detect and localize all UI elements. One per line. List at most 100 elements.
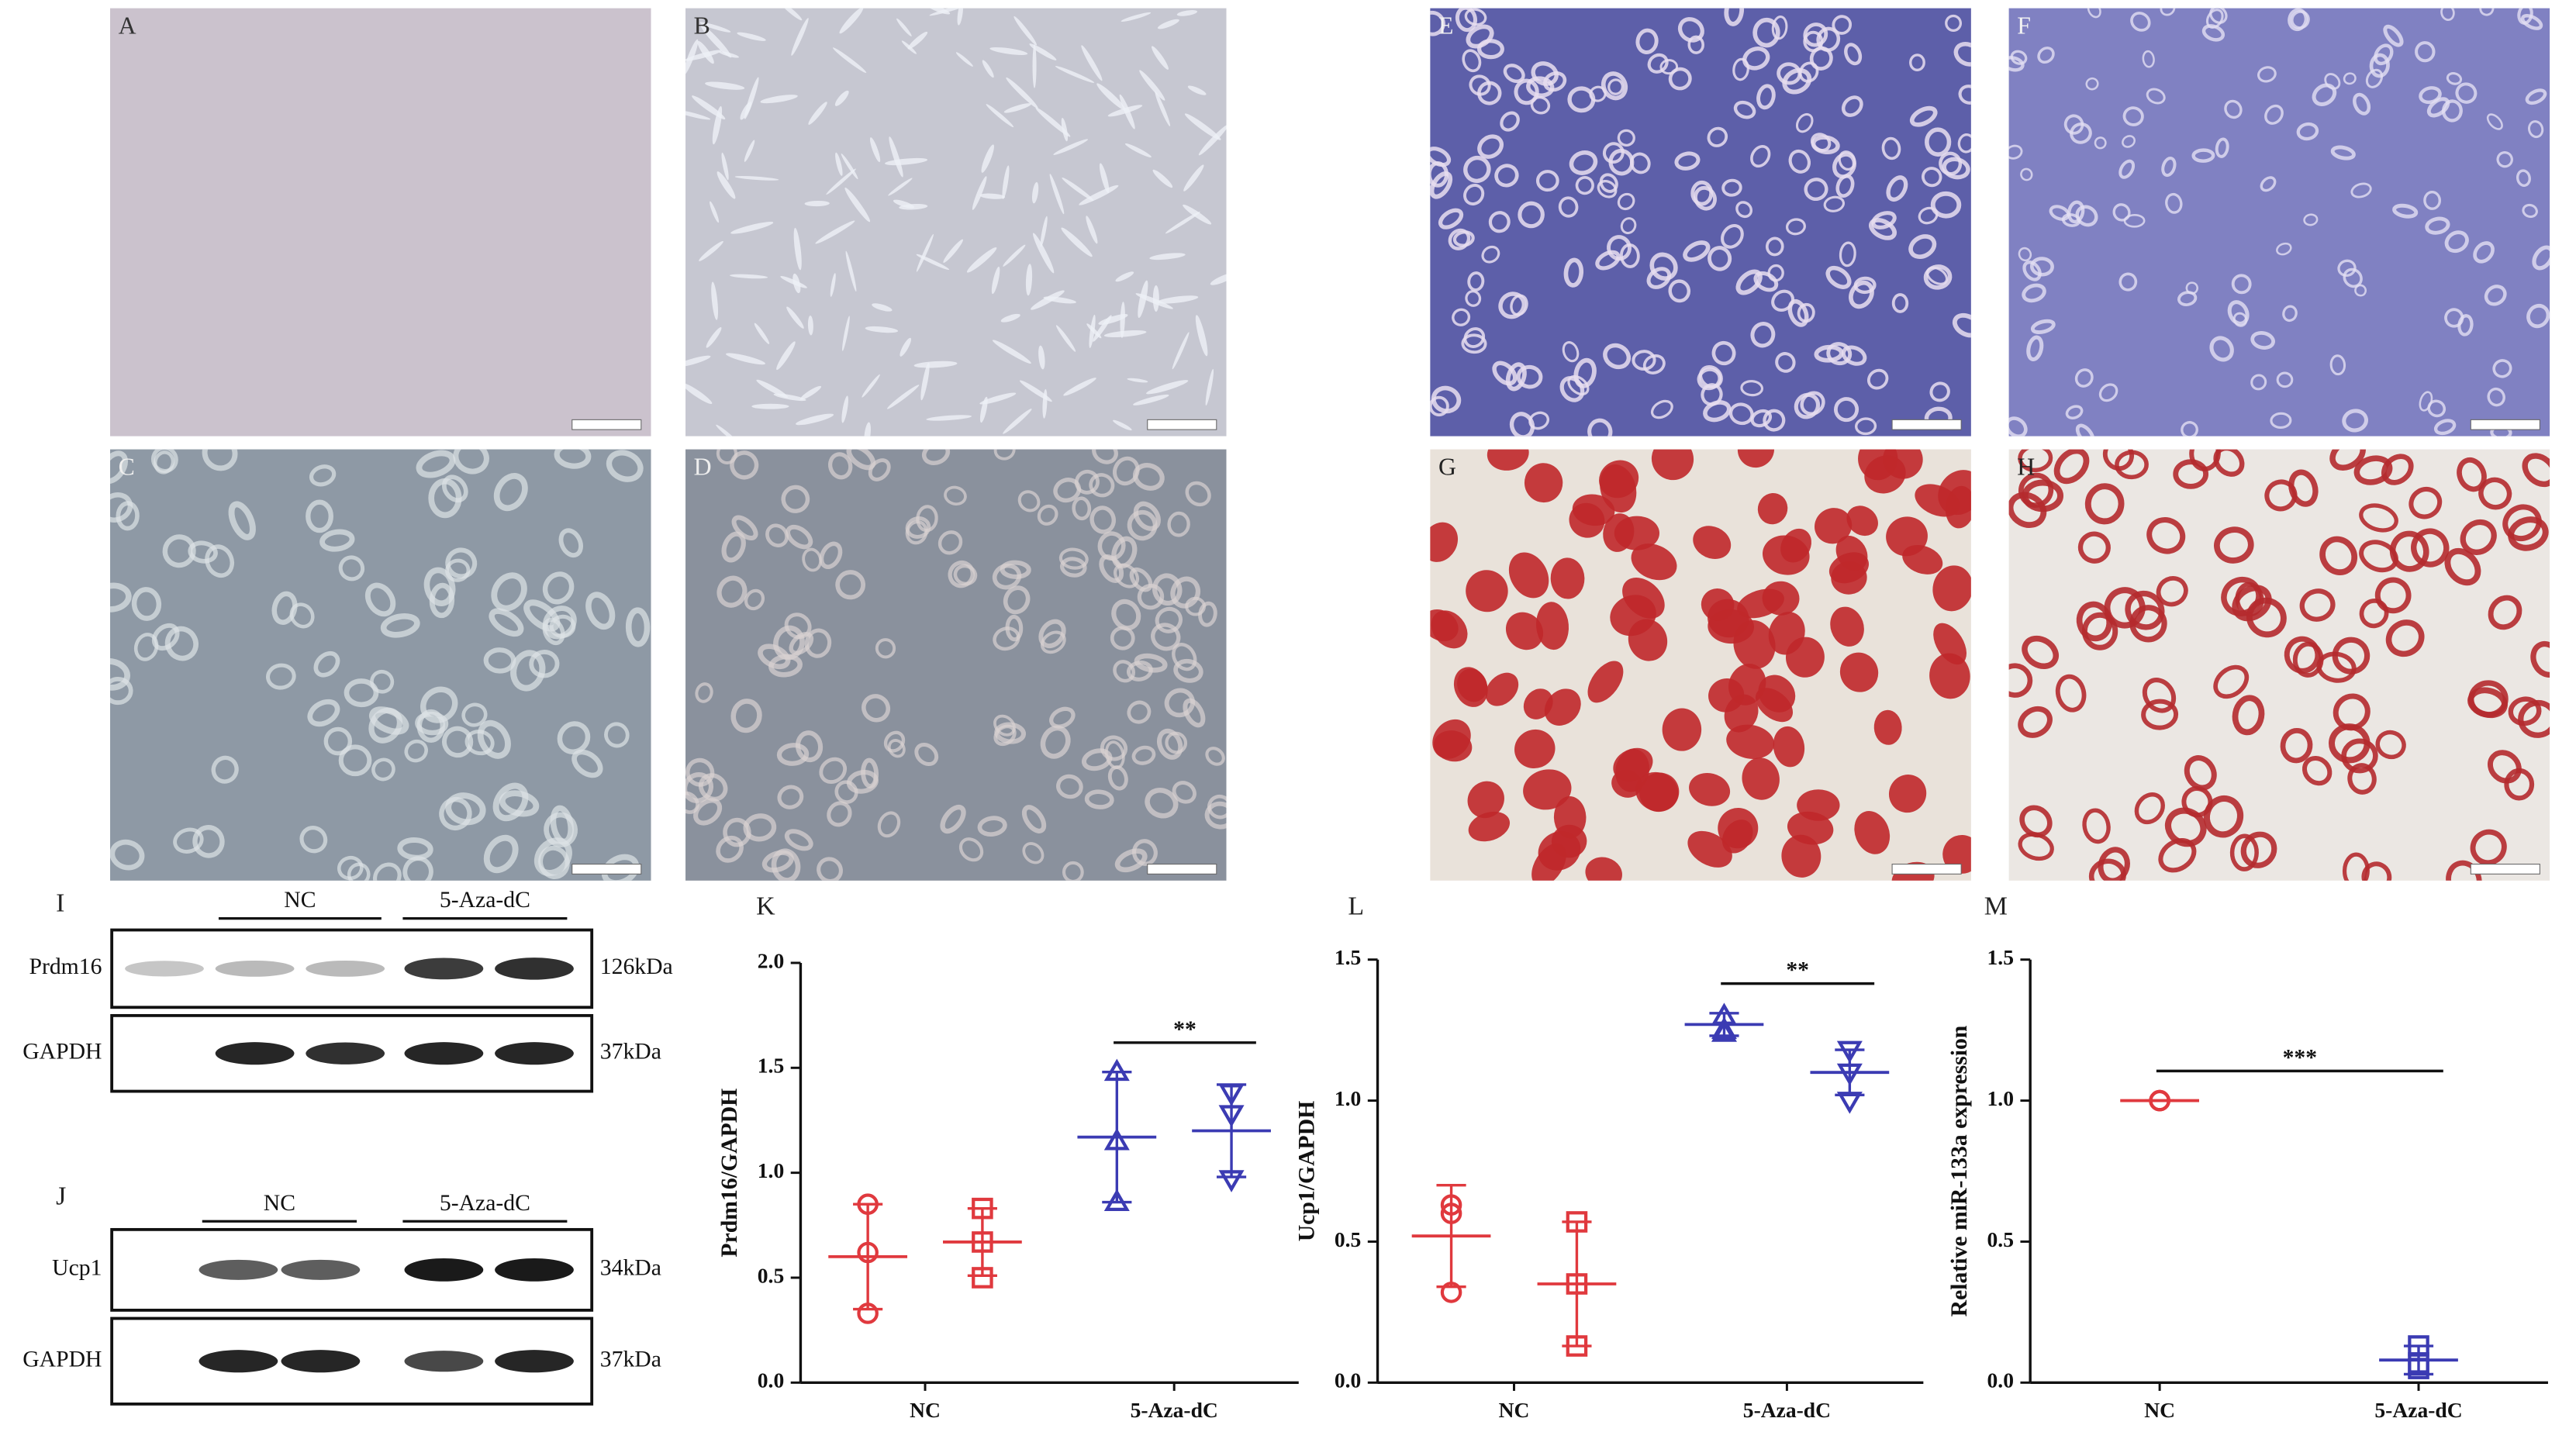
y-tick-label: 1.5 xyxy=(758,1054,784,1078)
cell xyxy=(1888,775,1927,813)
cell xyxy=(986,104,1014,128)
cell xyxy=(875,638,896,659)
cell xyxy=(2181,421,2198,437)
cell xyxy=(1929,381,1950,402)
group-label: 5-Aza-dC xyxy=(440,1191,530,1216)
x-tick-label: NC xyxy=(910,1398,941,1422)
cell xyxy=(2516,169,2531,188)
cell xyxy=(1823,195,1846,212)
group-label: NC xyxy=(284,888,316,913)
cell xyxy=(685,50,722,61)
scale-bar xyxy=(1891,864,1962,875)
cell xyxy=(2359,503,2398,533)
cell xyxy=(2010,50,2028,65)
cell xyxy=(2342,409,2368,433)
band xyxy=(495,1350,574,1373)
cell xyxy=(2209,8,2228,24)
cell xyxy=(2087,8,2101,19)
cell xyxy=(804,200,830,207)
cell xyxy=(2074,368,2094,388)
cell xyxy=(833,47,867,74)
panel-label: M xyxy=(1984,892,2008,921)
cell xyxy=(1157,295,1199,304)
cell xyxy=(402,856,433,881)
cell xyxy=(1430,160,1449,188)
cell xyxy=(807,315,813,336)
cell xyxy=(2369,53,2390,78)
cell xyxy=(1516,364,1543,389)
cell xyxy=(2160,8,2176,16)
cell xyxy=(1718,807,1759,849)
cell xyxy=(1430,522,1459,562)
cell xyxy=(744,140,755,162)
micrograph-background xyxy=(685,8,1227,437)
significance-label: ** xyxy=(1786,958,1809,983)
cell xyxy=(1701,383,1723,406)
cell xyxy=(2299,588,2336,622)
cell xyxy=(943,239,964,264)
cell xyxy=(734,176,779,181)
cell xyxy=(717,171,736,199)
cell xyxy=(1622,578,1665,619)
cell xyxy=(2460,519,2497,555)
cell xyxy=(1804,178,1828,202)
cell xyxy=(966,247,997,273)
cell xyxy=(1698,365,1723,389)
cell xyxy=(834,780,858,804)
cell xyxy=(716,449,738,465)
cell xyxy=(2520,13,2543,30)
y-tick-label: 0.5 xyxy=(758,1263,784,1287)
cell xyxy=(493,473,528,512)
cell xyxy=(1689,773,1731,806)
cell xyxy=(1127,378,1148,383)
band xyxy=(306,1042,385,1065)
panel-label: D xyxy=(694,453,712,480)
cell xyxy=(2067,200,2085,224)
cell xyxy=(1721,223,1744,249)
micrograph xyxy=(1430,8,1971,437)
cell xyxy=(768,654,803,678)
cell xyxy=(1930,191,1962,219)
cell xyxy=(1155,91,1171,126)
cell xyxy=(786,524,813,550)
cell xyxy=(1674,151,1701,171)
cell xyxy=(1500,111,1520,132)
cell xyxy=(835,152,843,176)
cell xyxy=(1771,289,1794,312)
cell xyxy=(2359,540,2398,573)
cell xyxy=(2018,247,2032,262)
cell xyxy=(697,40,714,64)
cell xyxy=(744,588,765,611)
cell xyxy=(1886,175,1908,202)
cell xyxy=(1602,142,1625,164)
cell xyxy=(685,109,711,120)
cell xyxy=(1000,313,1020,323)
cell xyxy=(2530,640,2550,678)
cell xyxy=(1635,771,1679,812)
cell xyxy=(916,233,934,272)
cell xyxy=(1756,84,1776,110)
cell xyxy=(625,607,651,647)
cells xyxy=(2008,449,2550,881)
cell xyxy=(489,608,524,637)
cell xyxy=(205,544,235,578)
cell xyxy=(1072,496,1092,521)
cell xyxy=(2224,99,2243,119)
cell xyxy=(173,827,204,854)
chart: M 0.0 0.5 1.0 1.5 Relative miR-133a expressio… xyxy=(1947,892,2548,1422)
cell xyxy=(1120,302,1125,338)
cell xyxy=(2257,66,2277,83)
cell xyxy=(1145,788,1179,819)
data-point xyxy=(1103,1058,1130,1082)
cell xyxy=(1832,152,1856,179)
cell xyxy=(799,385,822,400)
cell xyxy=(2075,423,2095,437)
cell xyxy=(1693,526,1732,559)
cell xyxy=(1932,565,1971,612)
cell xyxy=(1651,449,1694,481)
y-tick-label: 1.5 xyxy=(1987,945,2014,969)
cell xyxy=(2374,43,2394,66)
y-axis-label: Prdm16/GAPDH xyxy=(717,1089,742,1258)
cell xyxy=(1728,402,1754,426)
cell xyxy=(2518,699,2550,738)
